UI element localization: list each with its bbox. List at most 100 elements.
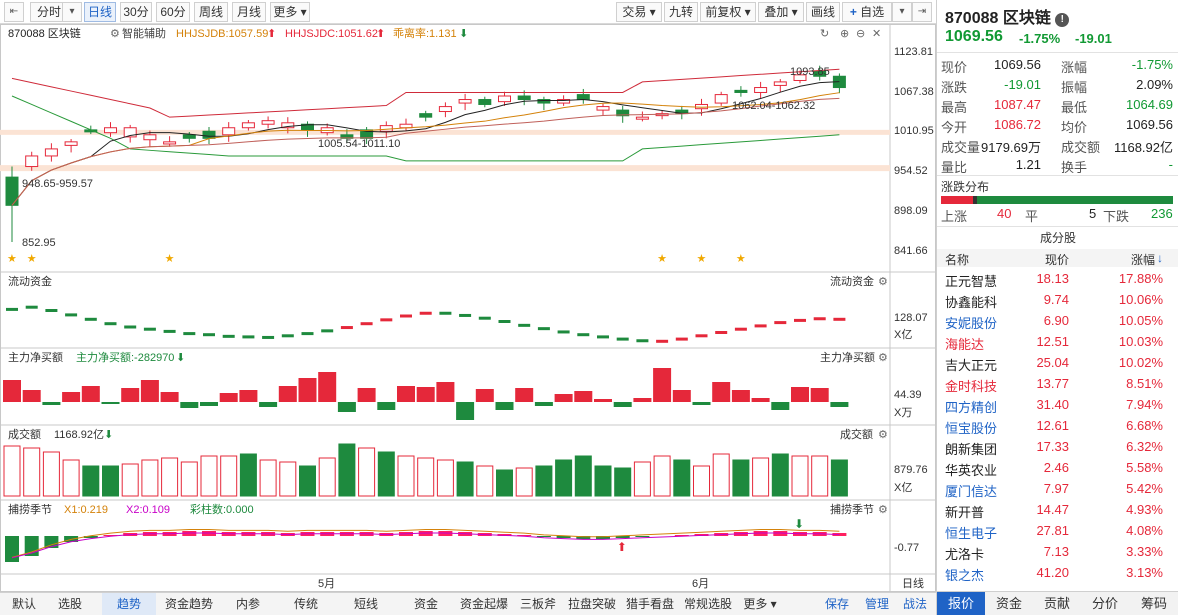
manage-button[interactable]: 管理 — [864, 597, 889, 611]
tactics-button[interactable]: 战法 — [902, 597, 927, 611]
stock-name[interactable]: 吉大正元 — [945, 358, 998, 373]
chart-settings-icon[interactable]: ⚙ — [110, 28, 120, 40]
period-tab-weekly[interactable]: 周线 — [194, 2, 228, 22]
down-arrow-icon: ⬇ — [459, 28, 468, 40]
chevron-down-icon[interactable]: ▾ — [892, 2, 912, 22]
overlay-dropdown[interactable]: 叠加 ▾ — [758, 2, 804, 22]
dist-up-segment — [941, 196, 973, 204]
stock-name[interactable]: 厦门信达 — [945, 484, 998, 499]
tab-breakout[interactable]: 拉盘突破 — [567, 597, 616, 611]
tab-capital[interactable]: 资金 — [413, 597, 438, 611]
close-icon[interactable]: ✕ — [872, 28, 881, 40]
constituent-row[interactable]: 恒宝股份 12.61 6.68% — [937, 415, 1178, 436]
stock-name[interactable]: 尤洛卡 — [945, 547, 985, 562]
constituent-row[interactable]: 金时科技 13.77 8.51% — [937, 373, 1178, 394]
tab-capital-trend[interactable]: 资金趋势 — [164, 597, 213, 611]
stock-price: 7.97 — [1043, 481, 1069, 496]
tab-capital-burst[interactable]: 资金起爆 — [459, 597, 508, 611]
constituent-row[interactable]: 银之杰 41.20 3.13% — [937, 562, 1178, 583]
assist-toggle[interactable]: 智能辅助 — [122, 26, 166, 40]
season-x2-line — [11, 532, 840, 559]
period-tab-monthly[interactable]: 月线 — [232, 2, 266, 22]
tab-regular-pick[interactable]: 常规选股 — [683, 597, 732, 611]
chevron-down-icon[interactable]: ▾ — [62, 2, 82, 22]
tab-price-dist[interactable]: 分价 — [1091, 596, 1118, 611]
stock-name[interactable]: 朗新集团 — [945, 442, 998, 457]
constituent-row[interactable]: 安妮股份 6.90 10.05% — [937, 310, 1178, 331]
settings-icon[interactable]: ⚙ — [878, 276, 888, 288]
info-icon[interactable]: ! — [1055, 13, 1070, 27]
tab-short-term[interactable]: 短线 — [353, 597, 378, 611]
stock-name[interactable]: 恒生电子 — [945, 526, 998, 541]
constituent-row[interactable]: 厦门信达 7.97 5.42% — [937, 478, 1178, 499]
volume-bar — [594, 465, 612, 497]
tab-default[interactable]: 默认 — [11, 597, 36, 611]
constituent-row[interactable]: 四方精创 31.40 7.94% — [937, 394, 1178, 415]
stock-name[interactable]: 银之杰 — [945, 568, 985, 583]
tab-chips[interactable]: 筹码 — [1140, 596, 1167, 611]
stock-name[interactable]: 正元智慧 — [945, 274, 998, 289]
constituent-row[interactable]: 华英农业 2.46 5.58% — [937, 457, 1178, 478]
period-more-dropdown[interactable]: 更多 ▾ — [270, 2, 310, 22]
settings-icon[interactable]: ⚙ — [878, 429, 888, 441]
settings-icon[interactable]: ⚙ — [878, 504, 888, 516]
nine-turn-button[interactable]: 九转 — [664, 2, 698, 22]
stock-name[interactable]: 新开普 — [945, 505, 985, 520]
candle-body — [222, 127, 236, 136]
save-button[interactable]: 保存 — [824, 597, 849, 611]
indicator-bias: 乖离率:1.131 — [393, 26, 457, 40]
constituent-row[interactable]: 尤洛卡 7.13 3.33% — [937, 541, 1178, 562]
period-tab-30m[interactable]: 30分 — [120, 2, 152, 22]
panel-tabs: 报价 资金 贡献 分价 筹码 — [937, 591, 1178, 615]
col-name[interactable]: 名称 — [945, 253, 970, 267]
expand-panel-icon[interactable]: ⇥ — [912, 2, 932, 22]
constituent-row[interactable]: 朗新集团 17.33 6.32% — [937, 436, 1178, 457]
tab-insider[interactable]: 内参 — [235, 597, 260, 611]
tab-trend[interactable]: 趋势 — [102, 593, 156, 615]
col-change[interactable]: 涨幅 — [1130, 253, 1155, 267]
stock-name[interactable]: 金时科技 — [945, 379, 998, 394]
refresh-icon[interactable]: ↻ — [820, 28, 829, 40]
adjust-dropdown[interactable]: 前复权 ▾ — [700, 2, 756, 22]
zoom-in-icon[interactable]: ⊕ — [840, 28, 849, 40]
candle-body — [734, 89, 748, 93]
indicator-hhjsjdb: HHJSJDB:1057.59 — [176, 28, 268, 40]
stock-name[interactable]: 恒宝股份 — [945, 421, 998, 436]
constituent-row[interactable]: 新开普 14.47 4.93% — [937, 499, 1178, 520]
volume-panel-right-title: 成交额 — [840, 427, 873, 441]
tab-contribution[interactable]: 贡献 — [1043, 596, 1070, 611]
constituent-row[interactable]: 吉大正元 25.04 10.02% — [937, 352, 1178, 373]
trade-dropdown[interactable]: 交易 ▾ — [616, 2, 662, 22]
stock-price: 12.61 — [1036, 418, 1069, 433]
tab-pick-stock[interactable]: 选股 — [57, 597, 82, 611]
tab-hunter[interactable]: 猎手看盘 — [625, 597, 674, 611]
constituent-row[interactable]: 恒生电子 27.81 4.08% — [937, 520, 1178, 541]
constituent-row[interactable]: 协鑫能科 9.74 10.06% — [937, 289, 1178, 310]
tab-capital-flow[interactable]: 资金 — [995, 596, 1022, 611]
tab-three-axes[interactable]: 三板斧 — [519, 597, 556, 611]
sort-down-icon[interactable]: ↓ — [1157, 251, 1163, 265]
tab-quote[interactable]: 报价 — [937, 592, 985, 615]
add-watchlist-button[interactable]: + 自选 — [842, 2, 892, 22]
period-tab-daily[interactable]: 日线 — [84, 2, 116, 22]
more-tab-label: 更多 — [743, 597, 768, 611]
tab-traditional[interactable]: 传统 — [293, 597, 318, 611]
net-buy-bar — [534, 402, 553, 406]
col-price[interactable]: 现价 — [1044, 253, 1069, 267]
tab-more[interactable]: 更多 ▾ — [740, 593, 780, 615]
constituent-row[interactable]: 正元智慧 18.13 17.88% — [937, 268, 1178, 289]
stock-name[interactable]: 华英农业 — [945, 463, 998, 478]
stock-name[interactable]: 四方精创 — [945, 400, 998, 415]
stock-name[interactable]: 海能达 — [945, 337, 985, 352]
period-tab-60m[interactable]: 60分 — [156, 2, 190, 22]
stock-name[interactable]: 安妮股份 — [945, 316, 998, 331]
volume-bar — [102, 465, 119, 497]
kline-chart[interactable]: ★ ★ ★ ★ ★ ★ ⬆ ⬇ 870088 区块链 ⚙ 智能辅助 HHJSJDB:1057… — [0, 24, 936, 592]
stock-name[interactable]: 协鑫能科 — [945, 295, 998, 310]
zoom-out-icon[interactable]: ⊖ — [856, 28, 865, 40]
draw-line-button[interactable]: 画线 — [806, 2, 840, 22]
constituent-row[interactable]: 海能达 12.51 10.03% — [937, 331, 1178, 352]
collapse-icon[interactable]: ⇤ — [4, 2, 24, 22]
settings-icon[interactable]: ⚙ — [878, 352, 888, 364]
net-buy-bar — [140, 380, 159, 402]
